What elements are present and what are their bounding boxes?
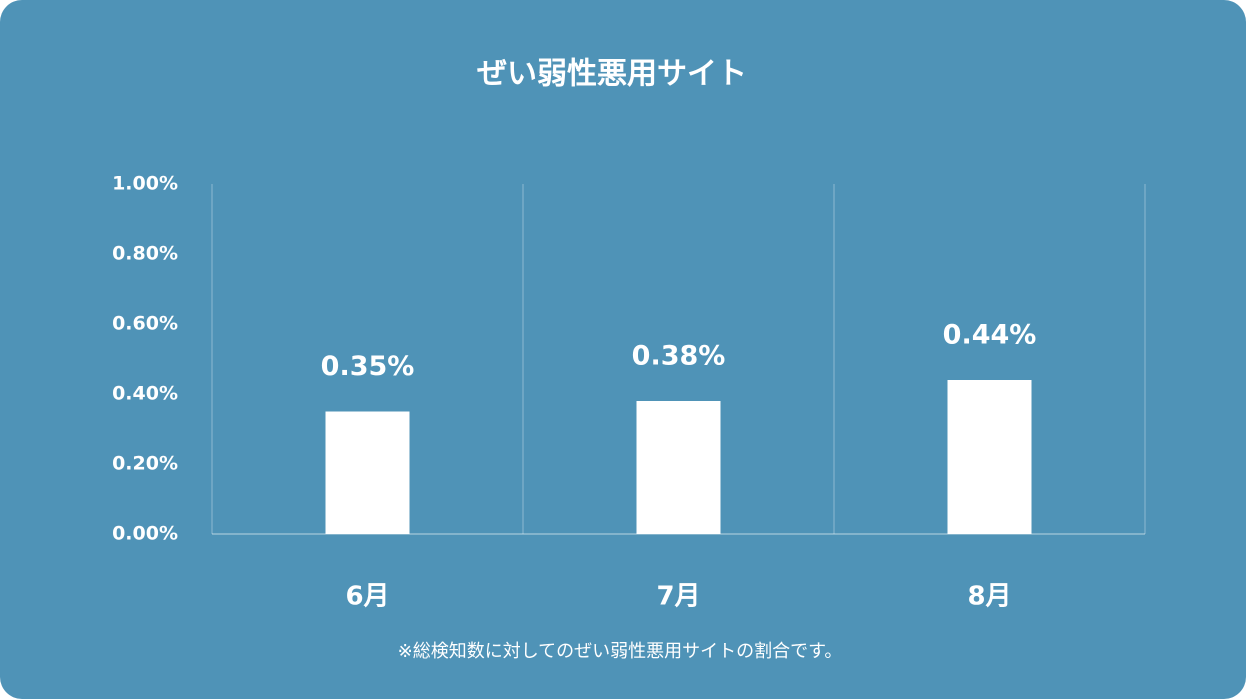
y-tick-label: 0.60% [112, 313, 178, 335]
value-label: 0.35% [321, 351, 415, 382]
bar [947, 380, 1032, 534]
value-label: 0.44% [943, 320, 1037, 351]
y-tick-label: 1.00% [112, 173, 178, 195]
y-tick-label: 0.00% [112, 523, 178, 545]
bar [636, 401, 721, 534]
y-tick-label: 0.20% [112, 453, 178, 475]
y-tick-label: 0.40% [112, 383, 178, 405]
bar [325, 411, 410, 534]
chart-title: ぜい弱性悪用サイト [477, 57, 747, 92]
x-tick-label: 6月 [345, 582, 389, 612]
x-tick-label: 8月 [967, 582, 1011, 612]
value-label: 0.38% [632, 341, 726, 372]
x-tick-label: 7月 [656, 582, 700, 612]
y-tick-label: 0.80% [112, 243, 178, 265]
footnote: ※総検知数に対してのぜい弱性悪用サイトの割合です。 [398, 641, 843, 662]
